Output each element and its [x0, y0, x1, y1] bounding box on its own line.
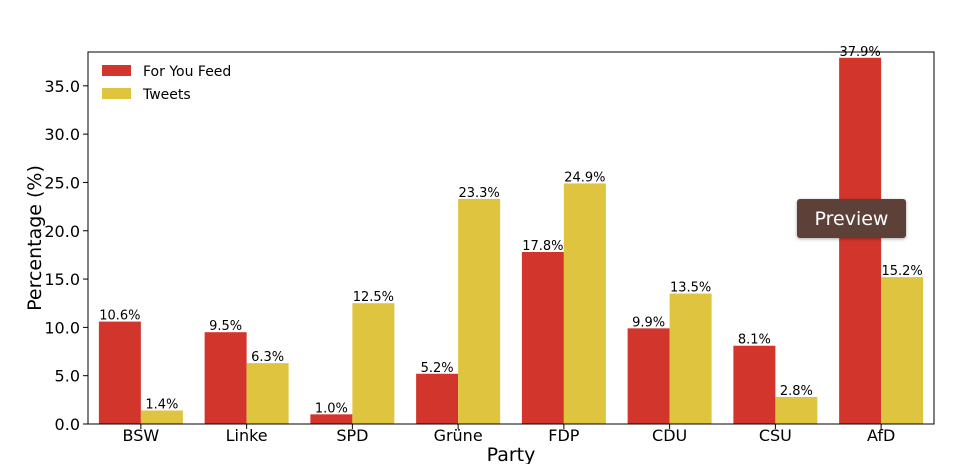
- data-label-tweets-grune: 23.3%: [458, 186, 499, 201]
- data-label-tweets-linke: 6.3%: [251, 350, 284, 365]
- bar-for-you-feed-spd: [310, 414, 353, 424]
- bar-for-you-feed-grune: [416, 373, 459, 424]
- y-tick-label-5: 25.0: [44, 173, 80, 192]
- plot-frame: [87, 51, 935, 425]
- x-tick-label-fdp: FDP: [548, 426, 580, 445]
- y-tick-label-6: 30.0: [44, 125, 80, 144]
- legend-label-tweets: Tweets: [142, 87, 191, 103]
- legend: For You Feed Tweets: [102, 64, 231, 103]
- bar-for-you-feed-csu: [733, 345, 776, 424]
- x-tick-label-csu: CSU: [759, 426, 792, 445]
- bar-tweets-grune: [458, 198, 501, 424]
- bar-tweets-afd: [881, 277, 924, 424]
- data-label-tweets-cdu: 13.5%: [670, 281, 711, 296]
- data-label-tweets-afd: 15.2%: [881, 264, 922, 279]
- bar-for-you-feed-fdp: [521, 252, 564, 424]
- x-tick-label-cdu: CDU: [652, 426, 687, 445]
- data-label-tweets-bsw: 1.4%: [145, 397, 178, 412]
- data-label-for-you-feed-csu: 8.1%: [738, 333, 771, 348]
- data-label-for-you-feed-grune: 5.2%: [421, 361, 454, 376]
- y-axis: 0.0 5.0 10.0 15.0 20.0 25.0 30.0 35.0: [44, 77, 88, 434]
- data-label-tweets-fdp: 24.9%: [564, 170, 605, 185]
- x-tick-label-spd: SPD: [336, 426, 368, 445]
- legend-swatch-tweets: [102, 88, 131, 99]
- bars-layer: [98, 57, 924, 425]
- y-tick-label-1: 5.0: [55, 367, 80, 386]
- y-axis-title: Percentage (%): [24, 165, 46, 311]
- y-tick-label-0: 0.0: [55, 415, 80, 434]
- bar-tweets-cdu: [669, 293, 712, 424]
- data-label-for-you-feed-bsw: 10.6%: [99, 309, 140, 324]
- data-label-for-you-feed-cdu: 9.9%: [632, 315, 665, 330]
- bar-tweets-linke: [246, 363, 289, 424]
- y-tick-label-7: 35.0: [44, 77, 80, 96]
- y-tick-label-4: 20.0: [44, 222, 80, 241]
- y-tick-label-2: 10.0: [44, 318, 80, 337]
- data-label-tweets-spd: 12.5%: [353, 290, 394, 305]
- data-label-for-you-feed-linke: 9.5%: [209, 319, 242, 334]
- y-tick-label-3: 15.0: [44, 270, 80, 289]
- bar-tweets-spd: [352, 303, 395, 424]
- data-label-tweets-csu: 2.8%: [780, 384, 813, 399]
- data-label-for-you-feed-spd: 1.0%: [315, 401, 348, 416]
- bar-for-you-feed-linke: [204, 332, 247, 424]
- bar-for-you-feed-bsw: [98, 321, 141, 424]
- bar-tweets-fdp: [563, 183, 606, 424]
- x-axis-title: Party: [487, 444, 536, 464]
- x-axis: BSW Linke SPD Grüne FDP CDU CSU AfD: [123, 424, 895, 445]
- bar-tweets-csu: [775, 396, 818, 424]
- bar-tweets-bsw: [140, 410, 183, 424]
- x-tick-label-afd: AfD: [867, 426, 895, 445]
- legend-label-for-you-feed: For You Feed: [143, 64, 231, 80]
- preview-button[interactable]: Preview: [797, 199, 906, 238]
- data-label-for-you-feed-fdp: 17.8%: [522, 239, 563, 254]
- bar-for-you-feed-afd: [839, 57, 882, 425]
- bar-for-you-feed-cdu: [627, 328, 670, 424]
- x-tick-label-bsw: BSW: [123, 426, 160, 445]
- x-tick-label-grune: Grüne: [434, 426, 483, 445]
- legend-swatch-for-you-feed: [102, 65, 131, 76]
- x-tick-label-linke: Linke: [226, 426, 268, 445]
- data-labels-layer: 10.6% 1.4% 9.5% 6.3% 1.0% 12.5% 5.2% 23.3% 17.8%…: [99, 45, 923, 417]
